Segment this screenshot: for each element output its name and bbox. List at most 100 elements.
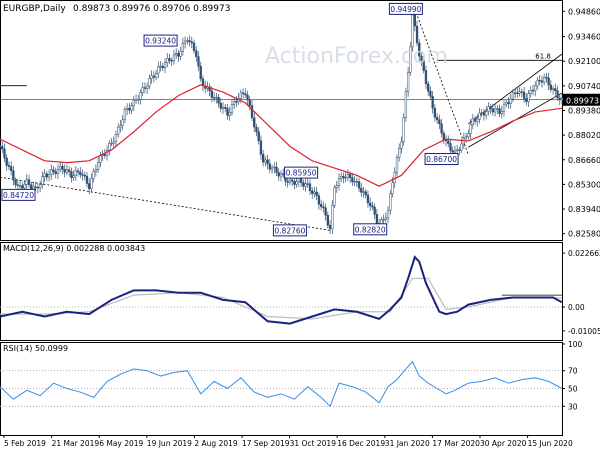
- price-candle: [18, 185, 22, 187]
- price-candle: [0, 146, 2, 148]
- price-candle: [543, 76, 546, 83]
- x-axis-label: 31 Jan 2020: [385, 439, 430, 448]
- price-candle: [76, 170, 80, 173]
- price-candle: [364, 191, 367, 196]
- price-candle: [72, 175, 75, 179]
- x-axis-label: 31 Oct 2019: [290, 439, 337, 448]
- price-candle: [67, 169, 71, 172]
- price-candle: [117, 126, 120, 135]
- rsi-axis-label: 100: [568, 340, 583, 349]
- price-candle: [286, 180, 289, 183]
- price-candle: [406, 72, 410, 92]
- price-candle: [393, 171, 396, 183]
- price-candle: [183, 40, 187, 44]
- price-candle: [404, 91, 408, 118]
- price-candle: [485, 111, 488, 116]
- price-candle: [56, 169, 60, 174]
- price-candle: [516, 92, 519, 94]
- price-candle: [409, 46, 412, 73]
- price-candle: [319, 204, 323, 208]
- price-candle: [373, 206, 376, 215]
- price-candle: [306, 183, 309, 185]
- price-axis-label: 0.92100: [568, 57, 600, 66]
- price-candle: [473, 118, 477, 122]
- price-candle: [295, 181, 298, 185]
- price-candle: [152, 75, 156, 78]
- price-candle: [14, 179, 17, 186]
- price-candle: [23, 184, 26, 189]
- price-candle: [248, 99, 251, 106]
- price-candle: [458, 149, 461, 151]
- price-candle: [420, 55, 423, 62]
- price-candle: [208, 86, 211, 92]
- price-candle: [195, 50, 198, 57]
- price-candle: [558, 97, 561, 101]
- price-candle: [262, 153, 265, 163]
- price-candle: [502, 103, 506, 112]
- price-candle: [551, 88, 555, 90]
- price-candle: [386, 209, 390, 219]
- price-badge-box: [424, 153, 459, 166]
- price-candle: [226, 108, 229, 116]
- dashed-trendline: [0, 176, 331, 231]
- price-candle: [112, 141, 115, 144]
- price-candle: [509, 98, 512, 105]
- macd-panel-frame: [0, 242, 563, 341]
- price-candle: [342, 176, 345, 179]
- price-candle: [96, 162, 100, 170]
- price-candle: [212, 97, 216, 99]
- macd-axis-label: 0.00: [568, 303, 585, 312]
- price-candle: [21, 185, 24, 189]
- price-candle: [346, 174, 350, 178]
- price-candle: [150, 75, 153, 79]
- price-candle: [471, 118, 474, 125]
- price-candle: [467, 133, 470, 138]
- price-candle: [92, 171, 95, 179]
- price-candle: [362, 191, 365, 193]
- price-candle: [32, 186, 35, 190]
- price-candle: [215, 97, 218, 99]
- price-candle: [315, 191, 318, 196]
- price-candle: [70, 171, 73, 179]
- price-candle: [244, 93, 247, 96]
- price-candle: [520, 91, 524, 93]
- price-badge-label: 0.82760: [274, 226, 305, 235]
- x-axis-label: 19 Jun 2019: [147, 439, 192, 448]
- price-candle: [317, 195, 321, 205]
- price-candle: [482, 112, 486, 116]
- price-candle: [50, 169, 53, 175]
- price-candle: [522, 91, 526, 99]
- price-candle: [384, 217, 387, 220]
- price-axis-label: 0.88020: [568, 131, 600, 140]
- price-candle: [518, 91, 521, 94]
- price-candle: [469, 124, 472, 134]
- price-candle: [324, 207, 327, 216]
- chart-symbol: EURGBP,Daily: [3, 4, 66, 14]
- price-candle: [411, 14, 414, 48]
- price-candle: [168, 58, 171, 61]
- price-candle: [172, 54, 176, 61]
- price-candle: [130, 105, 133, 111]
- price-candle: [27, 179, 31, 185]
- price-candle: [413, 14, 416, 27]
- price-candle: [217, 97, 220, 104]
- price-candle: [7, 165, 11, 167]
- price-candle: [348, 174, 352, 178]
- price-candle: [353, 181, 356, 183]
- rsi-title: RSI(14) 50.0999: [3, 344, 68, 353]
- price-candle: [493, 108, 497, 113]
- price-badge-box: [272, 224, 307, 237]
- price-candle: [255, 126, 258, 133]
- price-candle: [197, 56, 200, 67]
- price-candle: [132, 99, 135, 107]
- price-candle: [331, 205, 334, 230]
- price-candle: [333, 187, 336, 206]
- price-candle: [375, 214, 379, 224]
- price-candle: [5, 157, 8, 166]
- price-candle: [52, 169, 55, 172]
- price-candle: [279, 173, 283, 177]
- price-candle: [491, 108, 495, 113]
- price-candle: [139, 92, 142, 100]
- price-candle: [525, 98, 528, 102]
